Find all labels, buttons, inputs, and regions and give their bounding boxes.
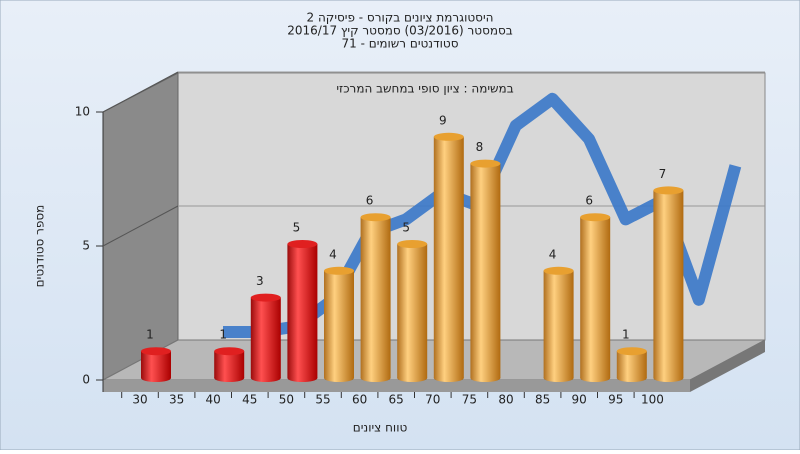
y-tick-label: 0 (82, 373, 90, 387)
data-label: 8 (476, 140, 484, 154)
bar-cap (287, 240, 318, 248)
subtitle: במשימה : ציון סופי במחשב המרכזי (336, 82, 513, 96)
bar (580, 217, 611, 378)
data-label: 6 (366, 194, 374, 208)
floor-side (690, 340, 765, 392)
bar (360, 217, 391, 378)
bar-cap (250, 293, 281, 302)
data-label: 5 (402, 221, 410, 235)
x-tick-label: 50 (279, 393, 294, 407)
data-label: 9 (439, 113, 447, 127)
data-label: 4 (329, 247, 337, 261)
bar-cap (543, 266, 574, 275)
y-axis-label: מספר סטודנטים (33, 205, 47, 288)
bar-base (616, 374, 647, 382)
title-line: היסטוגרמת ציונים בקורס - פיסיקה 2 (307, 11, 494, 25)
x-tick-label: 65 (389, 393, 404, 407)
bar (214, 351, 245, 378)
grid-line (102, 71, 179, 113)
x-tick-label: 75 (462, 393, 477, 407)
y-tick-label: 10 (75, 105, 90, 119)
x-tick-label: 80 (498, 393, 513, 407)
bar-base (250, 374, 281, 382)
bar-cap (360, 213, 391, 222)
data-label: 1 (622, 328, 630, 342)
bar (470, 163, 501, 378)
bar (616, 351, 647, 378)
bar-cap (324, 266, 354, 275)
bar-base (287, 374, 318, 382)
x-tick-label: 45 (242, 393, 257, 407)
x-tick-label: 35 (169, 393, 184, 407)
bar-base (433, 374, 464, 382)
data-label: 3 (256, 274, 264, 288)
bar-base (470, 374, 501, 382)
x-tick-label: 90 (572, 393, 587, 407)
bar-cap (580, 213, 611, 222)
bar-cap (214, 347, 245, 356)
bar-cap (141, 347, 171, 356)
title-line: סטודנטים רשומים - 71 (341, 37, 458, 51)
data-label: 7 (659, 167, 667, 181)
x-tick-label: 100 (641, 393, 664, 407)
x-tick-label: 40 (206, 393, 221, 407)
bar (287, 244, 318, 378)
bar (141, 351, 171, 378)
bar-base (580, 374, 611, 382)
x-axis-label: טווח ציונים (353, 421, 408, 435)
bar-base (360, 374, 391, 382)
bar (324, 270, 354, 378)
bar-base (543, 374, 574, 382)
bar-cap (397, 240, 428, 248)
bar-base (653, 374, 684, 382)
bar-cap (433, 132, 464, 141)
data-label: 1 (146, 328, 154, 342)
bar-cap (653, 186, 684, 195)
bar-cap (616, 347, 647, 356)
x-tick-label: 95 (608, 393, 623, 407)
x-tick-label: 60 (352, 393, 367, 407)
bar (543, 270, 574, 378)
bar-cap (470, 159, 501, 168)
bar (250, 297, 281, 378)
y-tick-label: 5 (82, 239, 90, 253)
x-tick-label: 85 (535, 393, 550, 407)
floor-edge (103, 380, 690, 392)
bar-base (324, 374, 354, 382)
data-label: 1 (219, 328, 227, 342)
bar (433, 136, 464, 378)
grid-line (102, 205, 179, 247)
data-label: 6 (585, 194, 593, 208)
bar-base (397, 374, 428, 382)
bar-base (214, 374, 245, 382)
x-tick-label: 55 (315, 393, 330, 407)
bar (653, 190, 684, 378)
x-tick-label: 30 (132, 393, 147, 407)
bar-base (141, 374, 171, 382)
bar (397, 244, 428, 378)
data-label: 4 (549, 247, 557, 261)
x-tick-label: 70 (425, 393, 440, 407)
data-label: 5 (293, 221, 301, 235)
title-line: בסמסטר (03/2016) סמסטר קיץ 2016/17 (287, 24, 513, 38)
